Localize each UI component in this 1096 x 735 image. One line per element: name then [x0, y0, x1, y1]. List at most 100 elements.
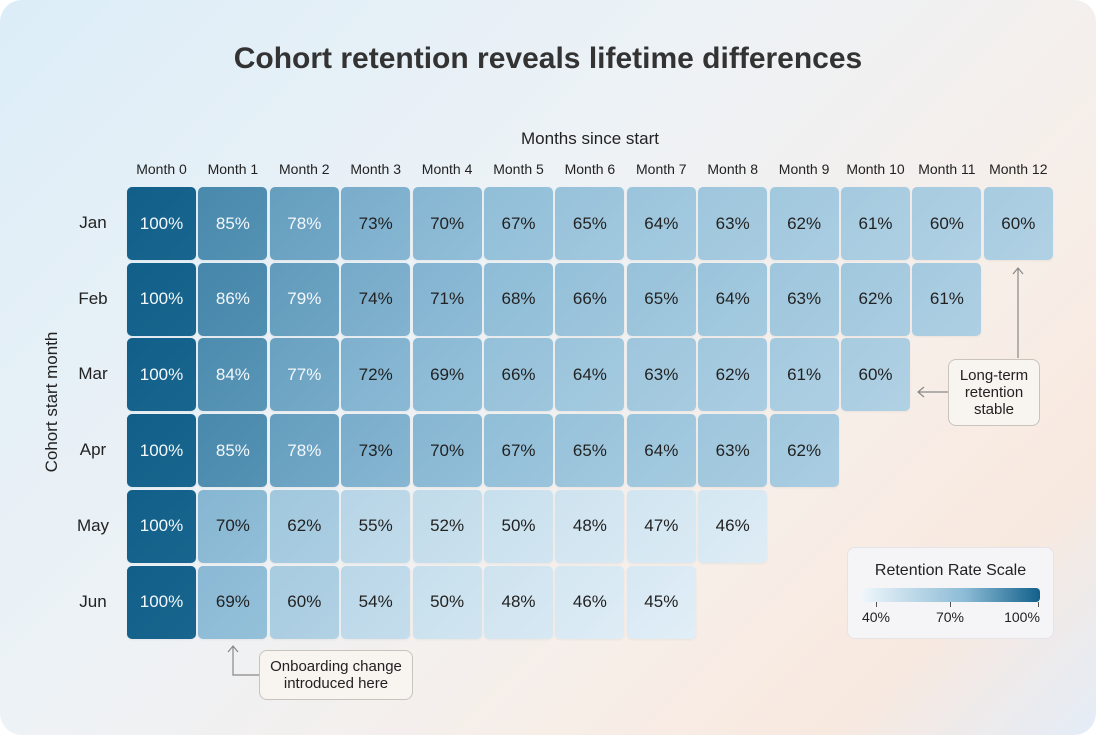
column-header: Month 12 — [989, 161, 1048, 177]
heatmap-cell: 69% — [412, 338, 482, 412]
heatmap-cell: 63% — [698, 414, 768, 488]
legend-title: Retention Rate Scale — [874, 562, 1027, 579]
heatmap-cell: 60% — [912, 187, 982, 260]
column-header: Month 7 — [636, 161, 687, 177]
column-header: Month 3 — [350, 161, 401, 177]
heatmap-cell: 52% — [412, 489, 482, 563]
heatmap-cell: 65% — [555, 187, 625, 260]
heatmap-cell: 100% — [127, 262, 196, 336]
heatmap-cell: 71% — [412, 262, 482, 336]
heatmap-cell: 60% — [269, 565, 339, 639]
annotation-long-term: Long-term retention stable — [948, 359, 1040, 426]
heatmap-cell: 54% — [341, 565, 411, 639]
legend-tick-label: 100% — [1004, 609, 1040, 625]
legend-gradient-bar — [862, 588, 1040, 602]
heatmap-cell: 79% — [269, 262, 339, 336]
heatmap-cell: 48% — [484, 565, 553, 639]
heatmap-cell: 61% — [769, 338, 839, 412]
heatmap-cell: 62% — [269, 489, 339, 563]
heatmap-cell: 63% — [698, 187, 768, 260]
heatmap-cell: 47% — [626, 489, 696, 563]
column-header: Month 9 — [778, 161, 830, 177]
x-axis-label: Months since start — [521, 129, 659, 148]
heatmap-cell: 62% — [769, 414, 839, 488]
heatmap-cell: 66% — [484, 338, 553, 412]
annotation-onboarding: Onboarding change introduced here — [259, 650, 413, 700]
heatmap-cell: 77% — [269, 338, 339, 412]
legend-tick — [876, 602, 877, 607]
arrow-long-term-left — [917, 386, 948, 398]
column-header: Month 6 — [564, 161, 616, 177]
heatmap-cell: 46% — [698, 489, 768, 563]
column-header: Month 8 — [707, 161, 758, 177]
column-header: Month 11 — [918, 161, 976, 177]
column-header: Month 4 — [421, 161, 473, 177]
heatmap-cell: 55% — [341, 489, 411, 563]
heatmap-cell: 64% — [555, 338, 625, 412]
row-header: Feb — [78, 288, 108, 308]
heatmap-cell: 64% — [626, 187, 696, 260]
column-header: Month 5 — [493, 161, 544, 177]
heatmap-cell: 84% — [198, 338, 268, 412]
heatmap-cell: 74% — [341, 262, 411, 336]
heatmap-cell: 78% — [269, 187, 339, 260]
heatmap-cell: 69% — [198, 565, 268, 639]
legend-tick-label: 40% — [861, 609, 891, 625]
heatmap-cell: 65% — [626, 262, 696, 336]
heatmap-cell: 100% — [127, 187, 196, 260]
legend-tick — [1038, 602, 1039, 607]
heatmap-cell: 61% — [912, 262, 982, 336]
legend-tick — [950, 602, 951, 607]
arrow-onboarding — [227, 645, 259, 676]
column-header: Month 0 — [136, 161, 187, 177]
column-header: Month 2 — [279, 161, 330, 177]
heatmap-cell: 73% — [341, 414, 411, 488]
chart-title: Cohort retention reveals lifetime differ… — [233, 42, 863, 75]
heatmap-cell: 62% — [769, 187, 839, 260]
column-header: Month 10 — [846, 161, 905, 177]
arrow-long-term — [1012, 267, 1024, 358]
heatmap-cell: 60% — [841, 338, 910, 412]
heatmap-cell: 70% — [412, 414, 482, 488]
heatmap-cell: 100% — [127, 414, 196, 488]
heatmap-cell: 62% — [698, 338, 768, 412]
row-header: Apr — [79, 440, 107, 460]
row-header: Jun — [79, 591, 107, 611]
row-header: Mar — [78, 364, 108, 384]
heatmap-cell: 64% — [698, 262, 768, 336]
heatmap-cell: 67% — [484, 187, 553, 260]
row-header: May — [76, 515, 110, 535]
heatmap-cell: 50% — [484, 489, 553, 563]
heatmap-cell: 72% — [341, 338, 411, 412]
heatmap-cell: 46% — [555, 565, 625, 639]
legend-tick-label: 70% — [935, 609, 965, 625]
heatmap-cell: 67% — [484, 414, 553, 488]
heatmap-cell: 50% — [412, 565, 482, 639]
heatmap-cell: 63% — [769, 262, 839, 336]
heatmap-cell: 100% — [127, 489, 196, 563]
heatmap-cell: 68% — [484, 262, 553, 336]
heatmap-cell: 86% — [198, 262, 268, 336]
heatmap-cell: 100% — [127, 338, 196, 412]
heatmap-cell: 45% — [626, 565, 696, 639]
row-header: Jan — [79, 213, 107, 232]
heatmap-cell: 63% — [626, 338, 696, 412]
heatmap-cell: 65% — [555, 414, 625, 488]
heatmap-cell: 61% — [841, 187, 910, 260]
heatmap-cell: 48% — [555, 489, 625, 563]
heatmap-cell: 64% — [626, 414, 696, 488]
heatmap-cell: 70% — [198, 489, 268, 563]
heatmap-cell: 62% — [841, 262, 910, 336]
heatmap-cell: 60% — [983, 187, 1053, 260]
heatmap-cell: 100% — [127, 565, 196, 639]
heatmap-cell: 85% — [198, 414, 268, 488]
column-header: Month 1 — [207, 161, 259, 177]
heatmap-cell: 70% — [412, 187, 482, 260]
heatmap-cell: 78% — [269, 414, 339, 488]
heatmap-cell: 66% — [555, 262, 625, 336]
heatmap-cell: 85% — [198, 187, 268, 260]
color-legend: Retention Rate Scale 40% 70% 100% — [847, 547, 1054, 639]
heatmap-cell: 73% — [341, 187, 411, 260]
